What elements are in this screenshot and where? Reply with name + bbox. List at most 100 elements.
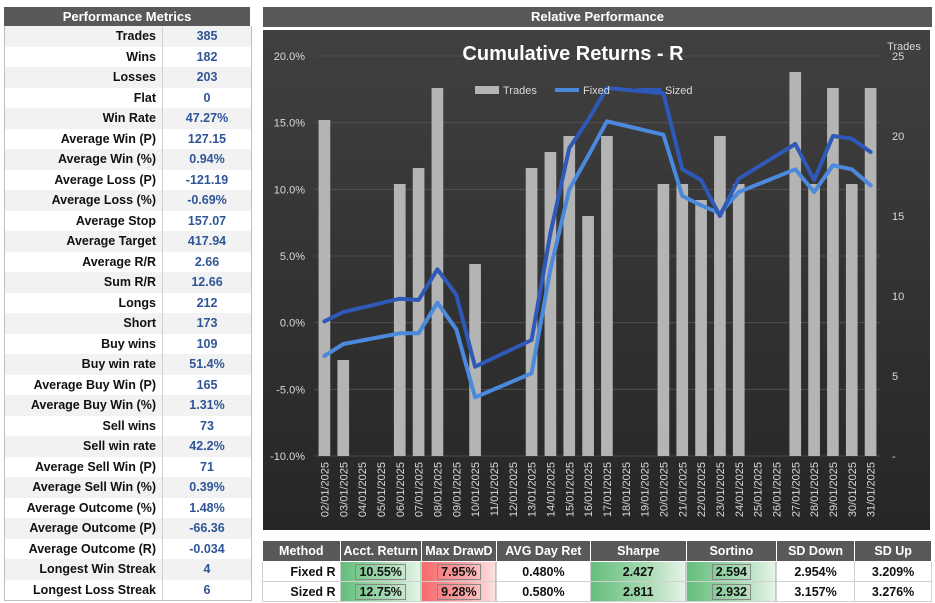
x-tick-label: 19/01/2025 — [640, 462, 652, 517]
x-tick-label: 02/01/2025 — [319, 462, 331, 517]
chart-header: Relative Performance — [263, 7, 932, 27]
stats-col-header: SD Up — [854, 540, 932, 562]
trades-bar — [601, 136, 613, 456]
metric-row: Average Buy Win (P) 165 — [5, 374, 251, 395]
x-tick-label: 11/01/2025 — [489, 462, 501, 516]
metric-label: Flat — [5, 87, 163, 108]
trades-bar — [676, 184, 689, 456]
stats-col-header: Acct. Return — [339, 540, 422, 562]
metric-label: Sell wins — [5, 415, 163, 436]
legend-label: Trades — [503, 85, 537, 97]
trades-bar — [412, 168, 425, 456]
y2-tick-label: 25 — [892, 51, 904, 63]
secondary-axis-label: Trades — [887, 41, 921, 53]
y2-tick-label: 10 — [892, 291, 904, 303]
trades-bar — [845, 184, 858, 456]
metric-label: Average Outcome (P) — [5, 518, 163, 539]
y-tick-label: -10.0% — [270, 451, 305, 463]
metric-label: Sum R/R — [5, 272, 163, 293]
metric-row: Win Rate 47.27% — [5, 108, 251, 129]
x-tick-label: 23/01/2025 — [715, 462, 727, 517]
trades-bar — [827, 88, 839, 456]
metric-label: Average Buy Win (%) — [5, 395, 163, 416]
metric-label: Buy wins — [5, 333, 163, 354]
metric-row: Average Outcome (%) 1.48% — [5, 497, 251, 518]
x-tick-label: 06/01/2025 — [395, 462, 407, 517]
metric-label: Longest Win Streak — [5, 559, 163, 580]
y-tick-label: 15.0% — [274, 118, 305, 130]
metric-row: Average Loss (P) -121.19 — [5, 169, 251, 190]
stats-row: Sized R 12.75% 9.28% 0.580% 2.811 2.932 3.157%… — [262, 581, 932, 602]
metric-value: 385 — [196, 29, 218, 43]
metrics-header: Performance Metrics — [4, 7, 250, 27]
stats-col-header: Max DrawD — [420, 540, 497, 562]
stats-value: 2.594 — [711, 563, 751, 580]
metric-row: Sell wins 73 — [5, 415, 251, 436]
stats-cell-sd-up: 3.209% — [854, 561, 932, 582]
chart-legend: Trades Fixed Sized — [475, 85, 693, 97]
cumulative-returns-chart: 20.0% 15.0% 10.0% 5.0% 0.0% -5.0% -10.0% 25 20 15… — [263, 30, 930, 530]
trades-bar — [789, 72, 802, 456]
x-tick-label: 26/01/2025 — [771, 462, 783, 517]
stats-value: 10.55% — [355, 563, 406, 580]
metric-row: Longs 212 — [5, 292, 251, 313]
x-tick-label: 18/01/2025 — [621, 462, 633, 517]
metric-value: 51.4% — [189, 357, 225, 371]
metric-row: Longest Win Streak 4 — [5, 559, 251, 580]
metric-value: -0.69% — [187, 193, 227, 207]
chart-title: Cumulative Returns - R — [462, 43, 684, 65]
metric-label: Average Win (P) — [5, 128, 163, 149]
x-tick-label: 20/01/2025 — [658, 462, 670, 517]
metric-value: 109 — [196, 336, 218, 351]
metric-row: Wins 182 — [5, 46, 251, 67]
legend-label: Fixed — [583, 85, 610, 97]
stats-row: Fixed R 10.55% 7.95% 0.480% 2.427 2.594 2.954%… — [262, 561, 932, 582]
x-tick-label: 12/01/2025 — [508, 462, 520, 517]
x-tick-label: 03/01/2025 — [338, 462, 350, 517]
metric-label: Sell win rate — [5, 436, 163, 457]
metric-label: Average Stop — [5, 210, 163, 231]
y2-tick-label: 5 — [892, 371, 898, 383]
metric-label: Average Loss (%) — [5, 190, 163, 211]
metric-label: Average Outcome (R) — [5, 538, 163, 559]
y-tick-label: -5.0% — [276, 384, 305, 396]
metric-row: Average Sell Win (%) 0.39% — [5, 477, 251, 498]
x-tick-label: 15/01/2025 — [564, 462, 576, 517]
metric-row: Flat 0 — [5, 87, 251, 108]
metric-value: 47.27% — [185, 111, 229, 125]
y-tick-label: 20.0% — [274, 51, 305, 63]
x-tick-label: 14/01/2025 — [545, 462, 557, 517]
metric-row: Average Sell Win (P) 71 — [5, 456, 251, 477]
stats-value: 9.28% — [437, 583, 481, 600]
metric-value: 2.66 — [194, 254, 220, 269]
stats-cell-acct-return: 12.75% — [339, 581, 422, 602]
trades-bar — [695, 200, 707, 456]
stats-cell-sd-down: 2.954% — [775, 561, 856, 582]
metric-row: Average Stop 157.07 — [5, 210, 251, 231]
x-tick-label: 16/01/2025 — [583, 462, 595, 517]
metric-value: 12.66 — [191, 275, 223, 289]
y-tick-label: 5.0% — [280, 251, 305, 263]
metric-value: 6 — [203, 582, 211, 597]
stats-cell-avg-day-ret: 0.480% — [495, 561, 591, 582]
metric-value: -0.034 — [189, 541, 225, 556]
metric-row: Short 173 — [5, 313, 251, 334]
fixed-line — [322, 119, 873, 400]
stats-cell-acct-return: 10.55% — [339, 561, 422, 582]
stats-cell-max-drawd: 9.28% — [420, 581, 497, 602]
legend-swatch-trades — [475, 86, 499, 94]
metric-label: Win Rate — [5, 108, 163, 129]
metric-value: 0.39% — [189, 480, 225, 494]
metric-value: 4 — [203, 562, 211, 576]
trades-bar — [808, 184, 820, 456]
stats-cell-sortino: 2.932 — [685, 581, 777, 602]
stats-col-header: SD Down — [775, 540, 856, 562]
metric-label: Short — [5, 313, 163, 334]
y-tick-label: 0.0% — [280, 318, 305, 330]
stats-value: 7.95% — [437, 563, 481, 580]
metric-label: Wins — [5, 46, 163, 67]
stats-cell-method: Sized R — [262, 581, 341, 602]
x-tick-label: 25/01/2025 — [753, 462, 765, 517]
trades-bar — [337, 360, 350, 456]
metric-value: 182 — [196, 49, 218, 64]
